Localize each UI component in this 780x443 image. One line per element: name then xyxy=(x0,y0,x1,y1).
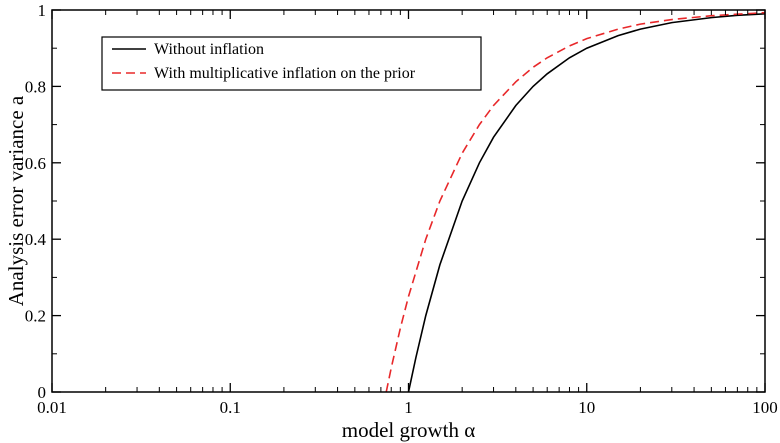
y-tick-label: 0.6 xyxy=(25,154,46,173)
y-tick-label: 0.2 xyxy=(25,307,46,326)
x-tick-label: 10 xyxy=(578,398,595,417)
x-tick-label: 1 xyxy=(404,398,413,417)
y-tick-label: 1 xyxy=(38,1,47,20)
y-tick-label: 0 xyxy=(38,383,47,402)
y-tick-label: 0.8 xyxy=(25,77,46,96)
y-axis-title: Analysis error variance a xyxy=(4,95,28,306)
legend-label-with-inflation: With multiplicative inflation on the pri… xyxy=(154,65,416,82)
x-axis-title: model growth α xyxy=(342,418,476,442)
legend-box xyxy=(101,36,482,91)
series-layer xyxy=(385,11,766,393)
tick-layer: 0.01 0.1 1 10 100 0 0.2 0.4 0.6 0.8 1 xyxy=(25,1,778,417)
x-tick-label: 100 xyxy=(752,398,778,417)
legend: Without inflation With multiplicative in… xyxy=(101,36,482,91)
legend-label-without-inflation: Without inflation xyxy=(154,41,264,58)
series-line-with-inflation xyxy=(385,11,766,393)
y-tick-label: 0.4 xyxy=(25,230,47,249)
x-tick-label: 0.01 xyxy=(37,398,67,417)
series-line-without-inflation xyxy=(407,13,766,393)
x-tick-label: 0.1 xyxy=(220,398,241,417)
